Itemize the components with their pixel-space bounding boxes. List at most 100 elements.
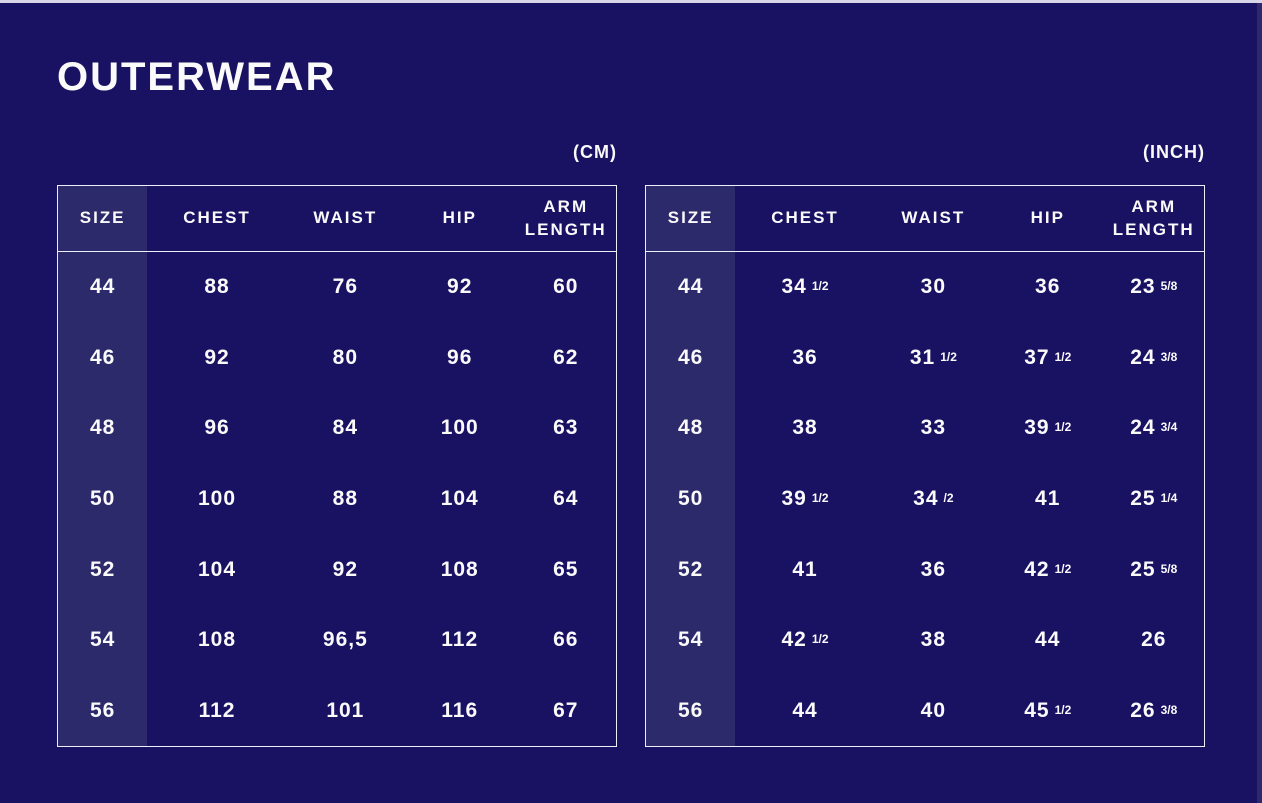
value-cell: 92 bbox=[332, 557, 359, 581]
column-header-arm-length: ARM LENGTH bbox=[524, 197, 607, 239]
value-cell: 38 bbox=[792, 416, 818, 440]
value-cell: 44 bbox=[792, 698, 818, 722]
table-row: 52 104 92 108 65 bbox=[58, 534, 616, 605]
value-cell: 26 3/8 bbox=[1130, 698, 1178, 722]
table-row: 46 92 80 96 62 bbox=[58, 322, 616, 394]
value-cell: 112 bbox=[198, 698, 236, 722]
value-cell: 24 3/8 bbox=[1130, 345, 1178, 369]
size-table-inch: SIZE CHEST WAIST HIP ARM LENGTH 44 34 1/2 30 36 2… bbox=[645, 185, 1205, 747]
column-header-hip: HIP bbox=[442, 208, 477, 228]
column-header-waist: WAIST bbox=[313, 208, 378, 228]
value-cell: 39 1/2 bbox=[781, 487, 829, 511]
table-row: 46 36 31 1/2 37 1/2 24 3/8 bbox=[646, 322, 1204, 394]
value-cell: 41 bbox=[792, 557, 818, 581]
value-cell: 45 1/2 bbox=[1024, 698, 1072, 722]
column-header-chest: CHEST bbox=[771, 208, 839, 228]
value-cell: 116 bbox=[441, 698, 479, 722]
value-cell: 100 bbox=[197, 487, 237, 511]
table-row: 44 34 1/2 30 36 23 5/8 bbox=[646, 252, 1204, 323]
value-cell: 36 bbox=[1035, 275, 1061, 299]
size-cell: 52 bbox=[646, 534, 736, 605]
value-cell: 26 bbox=[1141, 628, 1167, 652]
column-header-size: SIZE bbox=[58, 186, 148, 251]
table-row: 50 39 1/2 34/2 41 25 1/4 bbox=[646, 463, 1204, 535]
size-cell: 48 bbox=[58, 393, 148, 464]
value-cell: 23 5/8 bbox=[1130, 275, 1178, 299]
value-cell: 76 bbox=[332, 275, 359, 299]
value-cell: 40 bbox=[920, 698, 947, 722]
value-cell: 108 bbox=[440, 557, 479, 581]
value-cell: 64 bbox=[553, 487, 579, 511]
size-cell: 46 bbox=[58, 322, 148, 394]
value-cell: 39 1/2 bbox=[1024, 416, 1072, 440]
table-header-row: SIZE CHEST WAIST HIP ARM LENGTH bbox=[646, 186, 1204, 252]
column-header-waist: WAIST bbox=[901, 208, 966, 228]
size-cell: 54 bbox=[646, 604, 736, 676]
column-header-arm-length: ARM LENGTH bbox=[1112, 197, 1195, 239]
value-cell: 25 5/8 bbox=[1130, 557, 1178, 581]
right-edge-strip bbox=[1257, 3, 1262, 803]
table-row: 54 108 96,5 112 66 bbox=[58, 604, 616, 676]
value-cell: 42 1/2 bbox=[781, 628, 829, 652]
value-cell: 112 bbox=[441, 628, 479, 652]
value-cell: 88 bbox=[332, 487, 359, 511]
table-header-row: SIZE CHEST WAIST HIP ARM LENGTH bbox=[58, 186, 616, 252]
value-cell: 66 bbox=[553, 628, 579, 652]
value-cell: 92 bbox=[204, 345, 230, 369]
value-cell: 34/2 bbox=[913, 487, 954, 511]
value-cell: 25 1/4 bbox=[1130, 487, 1178, 511]
value-cell: 65 bbox=[553, 557, 579, 581]
table-row: 48 96 84 100 63 bbox=[58, 393, 616, 464]
value-cell: 44 bbox=[1035, 628, 1061, 652]
size-cell: 54 bbox=[58, 604, 148, 676]
table-body: 44 88 76 92 60 46 92 80 96 62 48 96 84 100 63 50 100 88 10… bbox=[58, 252, 616, 747]
table-row: 56 44 40 45 1/2 26 3/8 bbox=[646, 675, 1204, 747]
value-cell: 33 bbox=[920, 416, 947, 440]
value-cell: 36 bbox=[920, 557, 947, 581]
size-cell: 44 bbox=[646, 252, 736, 323]
value-cell: 100 bbox=[440, 416, 479, 440]
table-row: 52 41 36 42 1/2 25 5/8 bbox=[646, 534, 1204, 605]
size-cell: 46 bbox=[646, 322, 736, 394]
size-cell: 44 bbox=[58, 252, 148, 323]
value-cell: 38 bbox=[920, 628, 947, 652]
value-cell: 60 bbox=[553, 275, 579, 299]
value-cell: 108 bbox=[197, 628, 237, 652]
column-header-chest: CHEST bbox=[183, 208, 251, 228]
value-cell: 80 bbox=[332, 345, 359, 369]
value-cell: 96 bbox=[204, 416, 230, 440]
size-cell: 52 bbox=[58, 534, 148, 605]
value-cell: 67 bbox=[553, 698, 579, 722]
value-cell: 96 bbox=[447, 345, 473, 369]
column-header-size: SIZE bbox=[646, 186, 736, 251]
unit-label-cm: (CM) bbox=[573, 142, 617, 162]
value-cell: 84 bbox=[332, 416, 359, 440]
value-cell: 24 3/4 bbox=[1130, 416, 1178, 440]
value-cell: 62 bbox=[553, 345, 579, 369]
table-row: 44 88 76 92 60 bbox=[58, 252, 616, 323]
value-cell: 42 1/2 bbox=[1024, 557, 1072, 581]
value-cell: 104 bbox=[197, 557, 237, 581]
top-edge-strip bbox=[0, 0, 1262, 3]
table-row: 56 112 101 116 67 bbox=[58, 675, 616, 747]
value-cell: 30 bbox=[920, 275, 947, 299]
value-cell: 92 bbox=[447, 275, 473, 299]
size-cell: 56 bbox=[646, 675, 736, 747]
size-cell: 50 bbox=[646, 463, 736, 535]
table-row: 48 38 33 39 1/2 24 3/4 bbox=[646, 393, 1204, 464]
table-row: 54 42 1/2 38 44 26 bbox=[646, 604, 1204, 676]
value-cell: 104 bbox=[440, 487, 479, 511]
value-cell: 88 bbox=[204, 275, 230, 299]
value-cell: 31 1/2 bbox=[909, 345, 957, 369]
column-header-hip: HIP bbox=[1030, 208, 1065, 228]
value-cell: 101 bbox=[326, 698, 365, 722]
size-cell: 56 bbox=[58, 675, 148, 747]
value-cell: 34 1/2 bbox=[781, 275, 829, 299]
table-row: 50 100 88 104 64 bbox=[58, 463, 616, 535]
size-cell: 48 bbox=[646, 393, 736, 464]
size-cell: 50 bbox=[58, 463, 148, 535]
value-cell: 37 1/2 bbox=[1024, 345, 1072, 369]
page-title: OUTERWEAR bbox=[57, 54, 337, 99]
unit-label-inch: (INCH) bbox=[1143, 142, 1205, 162]
value-cell: 41 bbox=[1035, 487, 1061, 511]
